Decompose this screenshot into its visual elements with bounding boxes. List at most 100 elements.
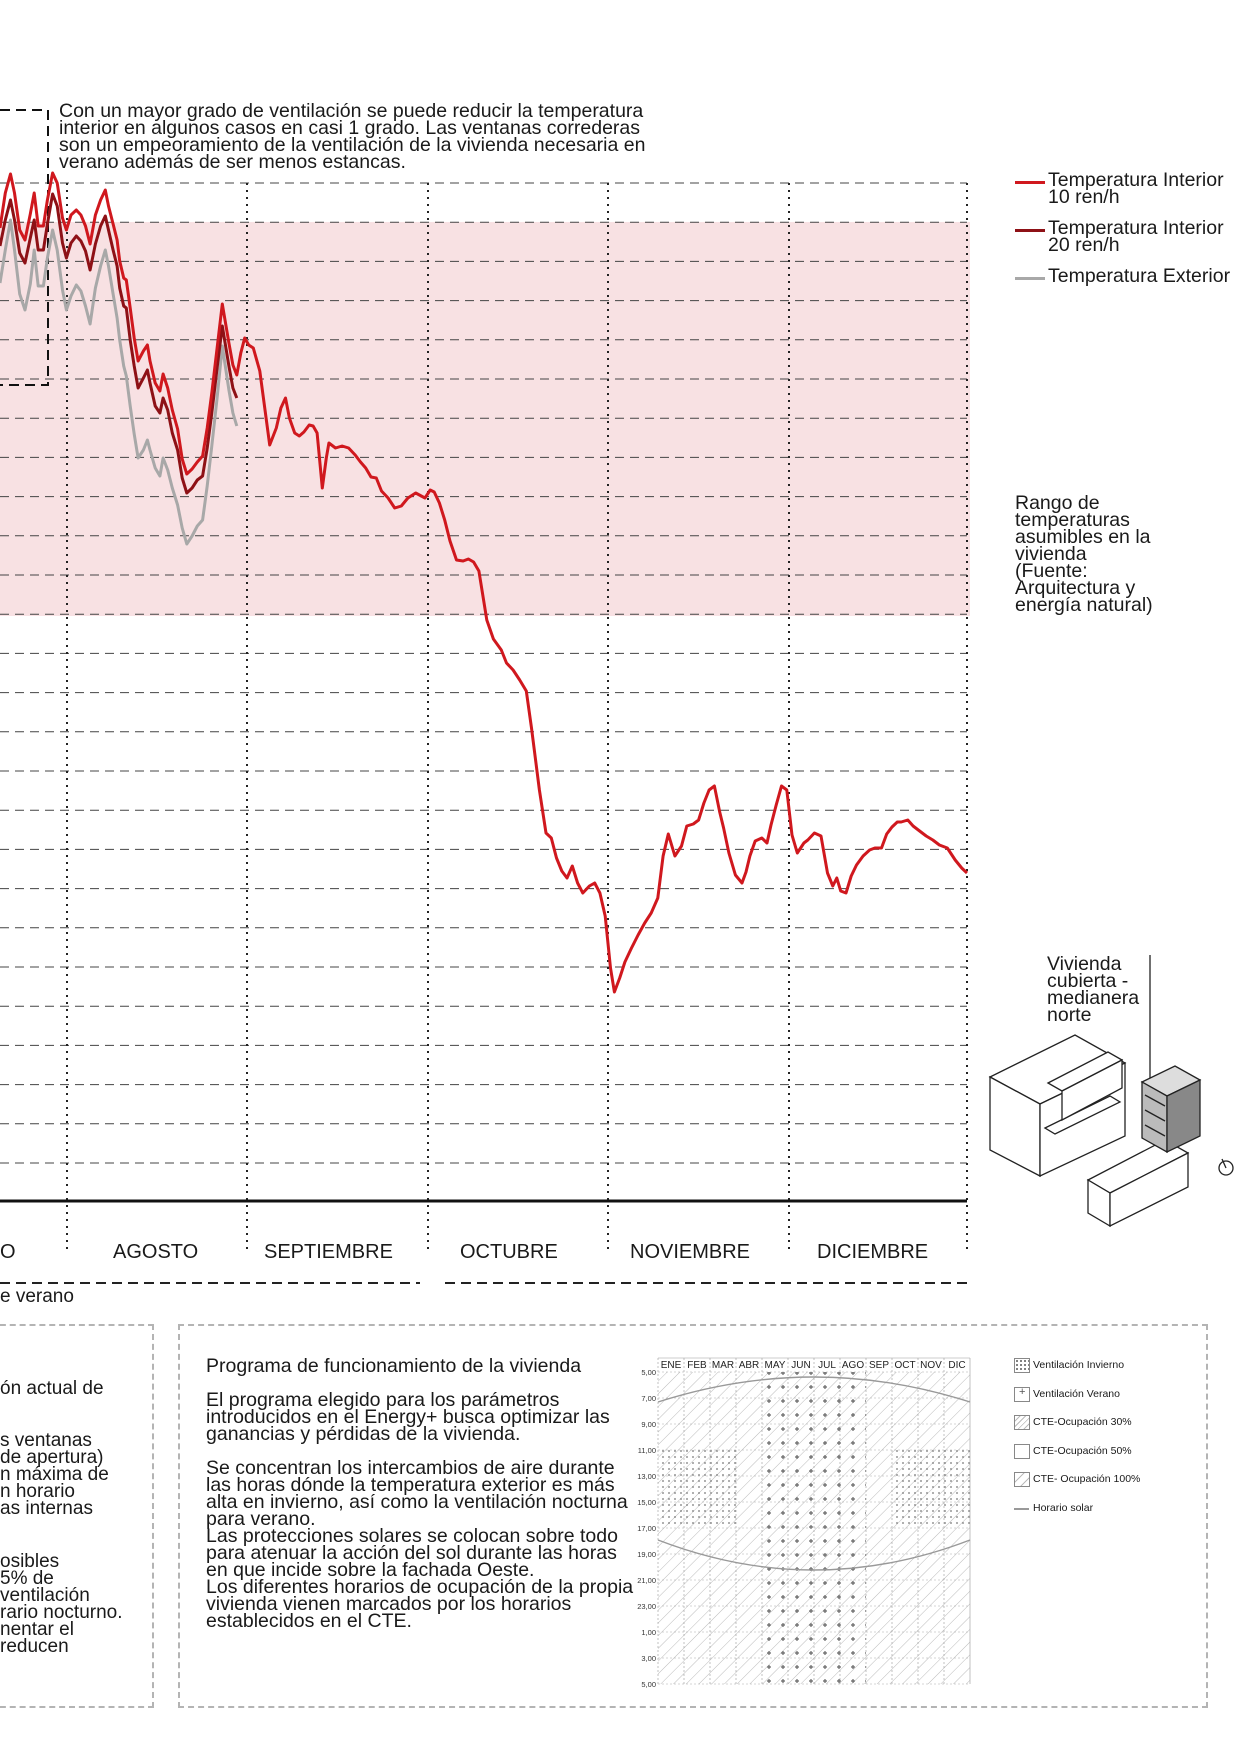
schedule-cells: ENE FEB MAR ABR MAY JUN JUL AGO SEP OCT NOV DIC 5,00… — [637, 1357, 971, 1689]
month-label-diciembre: DICIEMBRE — [817, 1241, 929, 1263]
legend-label: Temperatura Interior 10 ren/h — [1048, 169, 1224, 208]
range-note-line: temperaturas — [1015, 509, 1130, 531]
series-line — [0, 218, 239, 546]
schedule-month-label: OCT — [894, 1360, 915, 1371]
schedule-hour-label: 5,00 — [641, 1368, 656, 1377]
schedule-legend-label: Ventilación Verano — [1033, 1387, 1120, 1400]
schedule-month-label: MAR — [712, 1360, 734, 1371]
solar-hours-curve — [657, 1539, 971, 1571]
house-note-line: Vivienda — [1047, 953, 1122, 975]
annotation-line: Con un mayor grado de ventilación se pue… — [59, 100, 644, 122]
range-note-line: (Fuente: — [1015, 560, 1088, 582]
left-panel-line: n horario — [0, 1481, 75, 1502]
dots-pattern-icon — [1014, 1358, 1030, 1373]
schedule-hour-label: 17,00 — [637, 1524, 656, 1533]
schedule-month-label: ENE — [661, 1360, 682, 1371]
hatch-30-icon — [1014, 1415, 1030, 1430]
schedule-month-label: SEP — [869, 1360, 889, 1371]
schedule-hour-label: 23,00 — [637, 1602, 656, 1611]
hatch-50-icon — [1014, 1443, 1030, 1459]
legend-swatch — [1015, 229, 1045, 232]
schedule-hour-label: 15,00 — [637, 1498, 656, 1507]
range-note-line: vivienda — [1015, 543, 1087, 565]
schedule-hour-label: 3,00 — [641, 1654, 656, 1663]
month-label-agosto: AGOSTO — [113, 1241, 199, 1263]
left-panel-line: osibles — [0, 1551, 60, 1572]
month-label-septiembre: SEPTIEMBRE — [264, 1241, 393, 1263]
schedule-hour-label: 7,00 — [641, 1394, 656, 1403]
month-label-noviembre: NOVIEMBRE — [630, 1241, 751, 1263]
line-icon — [1014, 1507, 1029, 1510]
winter-ventilation-block — [892, 1450, 970, 1528]
range-note-line: asumibles en la — [1015, 526, 1151, 548]
range-note-line: Arquitectura y — [1015, 577, 1136, 599]
schedule-hour-label: 1,00 — [641, 1628, 656, 1637]
legend-swatch — [1015, 181, 1045, 184]
left-panel-frame — [0, 1324, 154, 1708]
left-panel-line: n máxima de — [0, 1464, 109, 1485]
series-lines — [0, 171, 969, 994]
schedule-month-label: NOV — [920, 1360, 942, 1371]
comfort-range-note: Rango de temperaturas asumibles en la vi… — [1015, 492, 1153, 616]
range-note-line: energía natural) — [1015, 594, 1153, 616]
schedule-hour-label: 13,00 — [637, 1472, 656, 1481]
house-note-line: cubierta - — [1047, 970, 1129, 992]
schedule-legend-label: Ventilación Invierno — [1033, 1359, 1125, 1371]
schedule-legend-label: CTE-Ocupación 30% — [1033, 1416, 1132, 1428]
annotation-line: son un empeoramiento de la ventilación d… — [59, 134, 646, 156]
program-description: Programa de funcionamiento de la viviend… — [206, 1355, 636, 1647]
schedule-month-label: JUN — [791, 1360, 810, 1371]
schedule-month-label: AGO — [842, 1360, 864, 1371]
schedule-month-label: MAY — [765, 1360, 786, 1371]
left-panel-line: ventilación — [0, 1585, 90, 1606]
program-paragraph: El programa elegido para los parámetros … — [206, 1389, 610, 1445]
horizontal-gridlines — [0, 182, 967, 1164]
comfort-range-band — [0, 222, 970, 616]
month-label-julio: O — [0, 1241, 16, 1263]
left-panel-line: de apertura) — [0, 1447, 104, 1468]
left-panel-line: rario nocturno. — [0, 1602, 123, 1623]
series-line — [0, 192, 239, 495]
schedule-legend-label: CTE-Ocupación 50% — [1033, 1444, 1132, 1457]
house-axonometric-icon — [988, 955, 1234, 1228]
legend-label: Temperatura Interior 20 ren/h — [1048, 217, 1224, 256]
legend-swatch — [1015, 277, 1045, 280]
left-panel-line: ón actual de — [0, 1378, 104, 1399]
schedule-legend-label: Horario solar — [1033, 1501, 1094, 1514]
program-title: Programa de funcionamiento de la viviend… — [206, 1355, 582, 1377]
annotation-line: interior en algunos casos en casi 1 grad… — [59, 117, 641, 139]
legend-label: Temperatura Exterior — [1048, 265, 1231, 287]
house-note: Vivienda cubierta - medianera norte — [1047, 953, 1139, 1026]
schedule-month-label: ABR — [739, 1360, 760, 1371]
cross-dot-icon: + — [1014, 1386, 1030, 1402]
left-panel-line: nentar el — [0, 1619, 74, 1640]
program-paragraph: Las protecciones solares se colocan sobr… — [206, 1525, 618, 1581]
schedule-month-label: FEB — [687, 1360, 707, 1371]
legend-title-fragment: e verano — [0, 1286, 74, 1307]
program-panel-frame — [178, 1324, 1208, 1708]
program-paragraph: Se concentran los intercambios de aire d… — [206, 1457, 628, 1530]
schedule-hour-label: 19,00 — [637, 1550, 656, 1559]
left-panel-line: as internas — [0, 1498, 93, 1519]
schedule-hour-label: 21,00 — [637, 1576, 656, 1585]
left-panel-line: 5% de — [0, 1568, 54, 1589]
left-panel-line: s ventanas — [0, 1430, 92, 1451]
schedule-hour-label: 11,00 — [638, 1446, 656, 1455]
house-note-line: norte — [1047, 1004, 1092, 1026]
schedule-month-label: DIC — [948, 1360, 965, 1371]
left-panel-line: reducen — [0, 1636, 69, 1657]
program-paragraph: Los diferentes horarios de ocupación de … — [206, 1576, 634, 1632]
schedule-hour-label: 9,00 — [641, 1420, 656, 1429]
range-note-line: Rango de — [1015, 492, 1100, 514]
month-dividers — [66, 183, 968, 1250]
winter-ventilation-block — [658, 1450, 736, 1528]
month-label-octubre: OCTUBRE — [460, 1241, 558, 1263]
hatch-100-icon — [1014, 1472, 1030, 1487]
solar-hours-curve — [657, 1376, 971, 1403]
ventilation-annotation: Con un mayor grado de ventilación se pue… — [59, 100, 739, 172]
schedule-legend-label: CTE- Ocupación 100% — [1033, 1473, 1141, 1485]
schedule-hour-label: 5,00 — [641, 1680, 656, 1689]
schedule-grid: ENE FEB MAR ABR MAY JUN JUL AGO SEP OCT NOV DIC 5,00… — [637, 1357, 971, 1689]
schedule-month-label: JUL — [818, 1360, 836, 1371]
